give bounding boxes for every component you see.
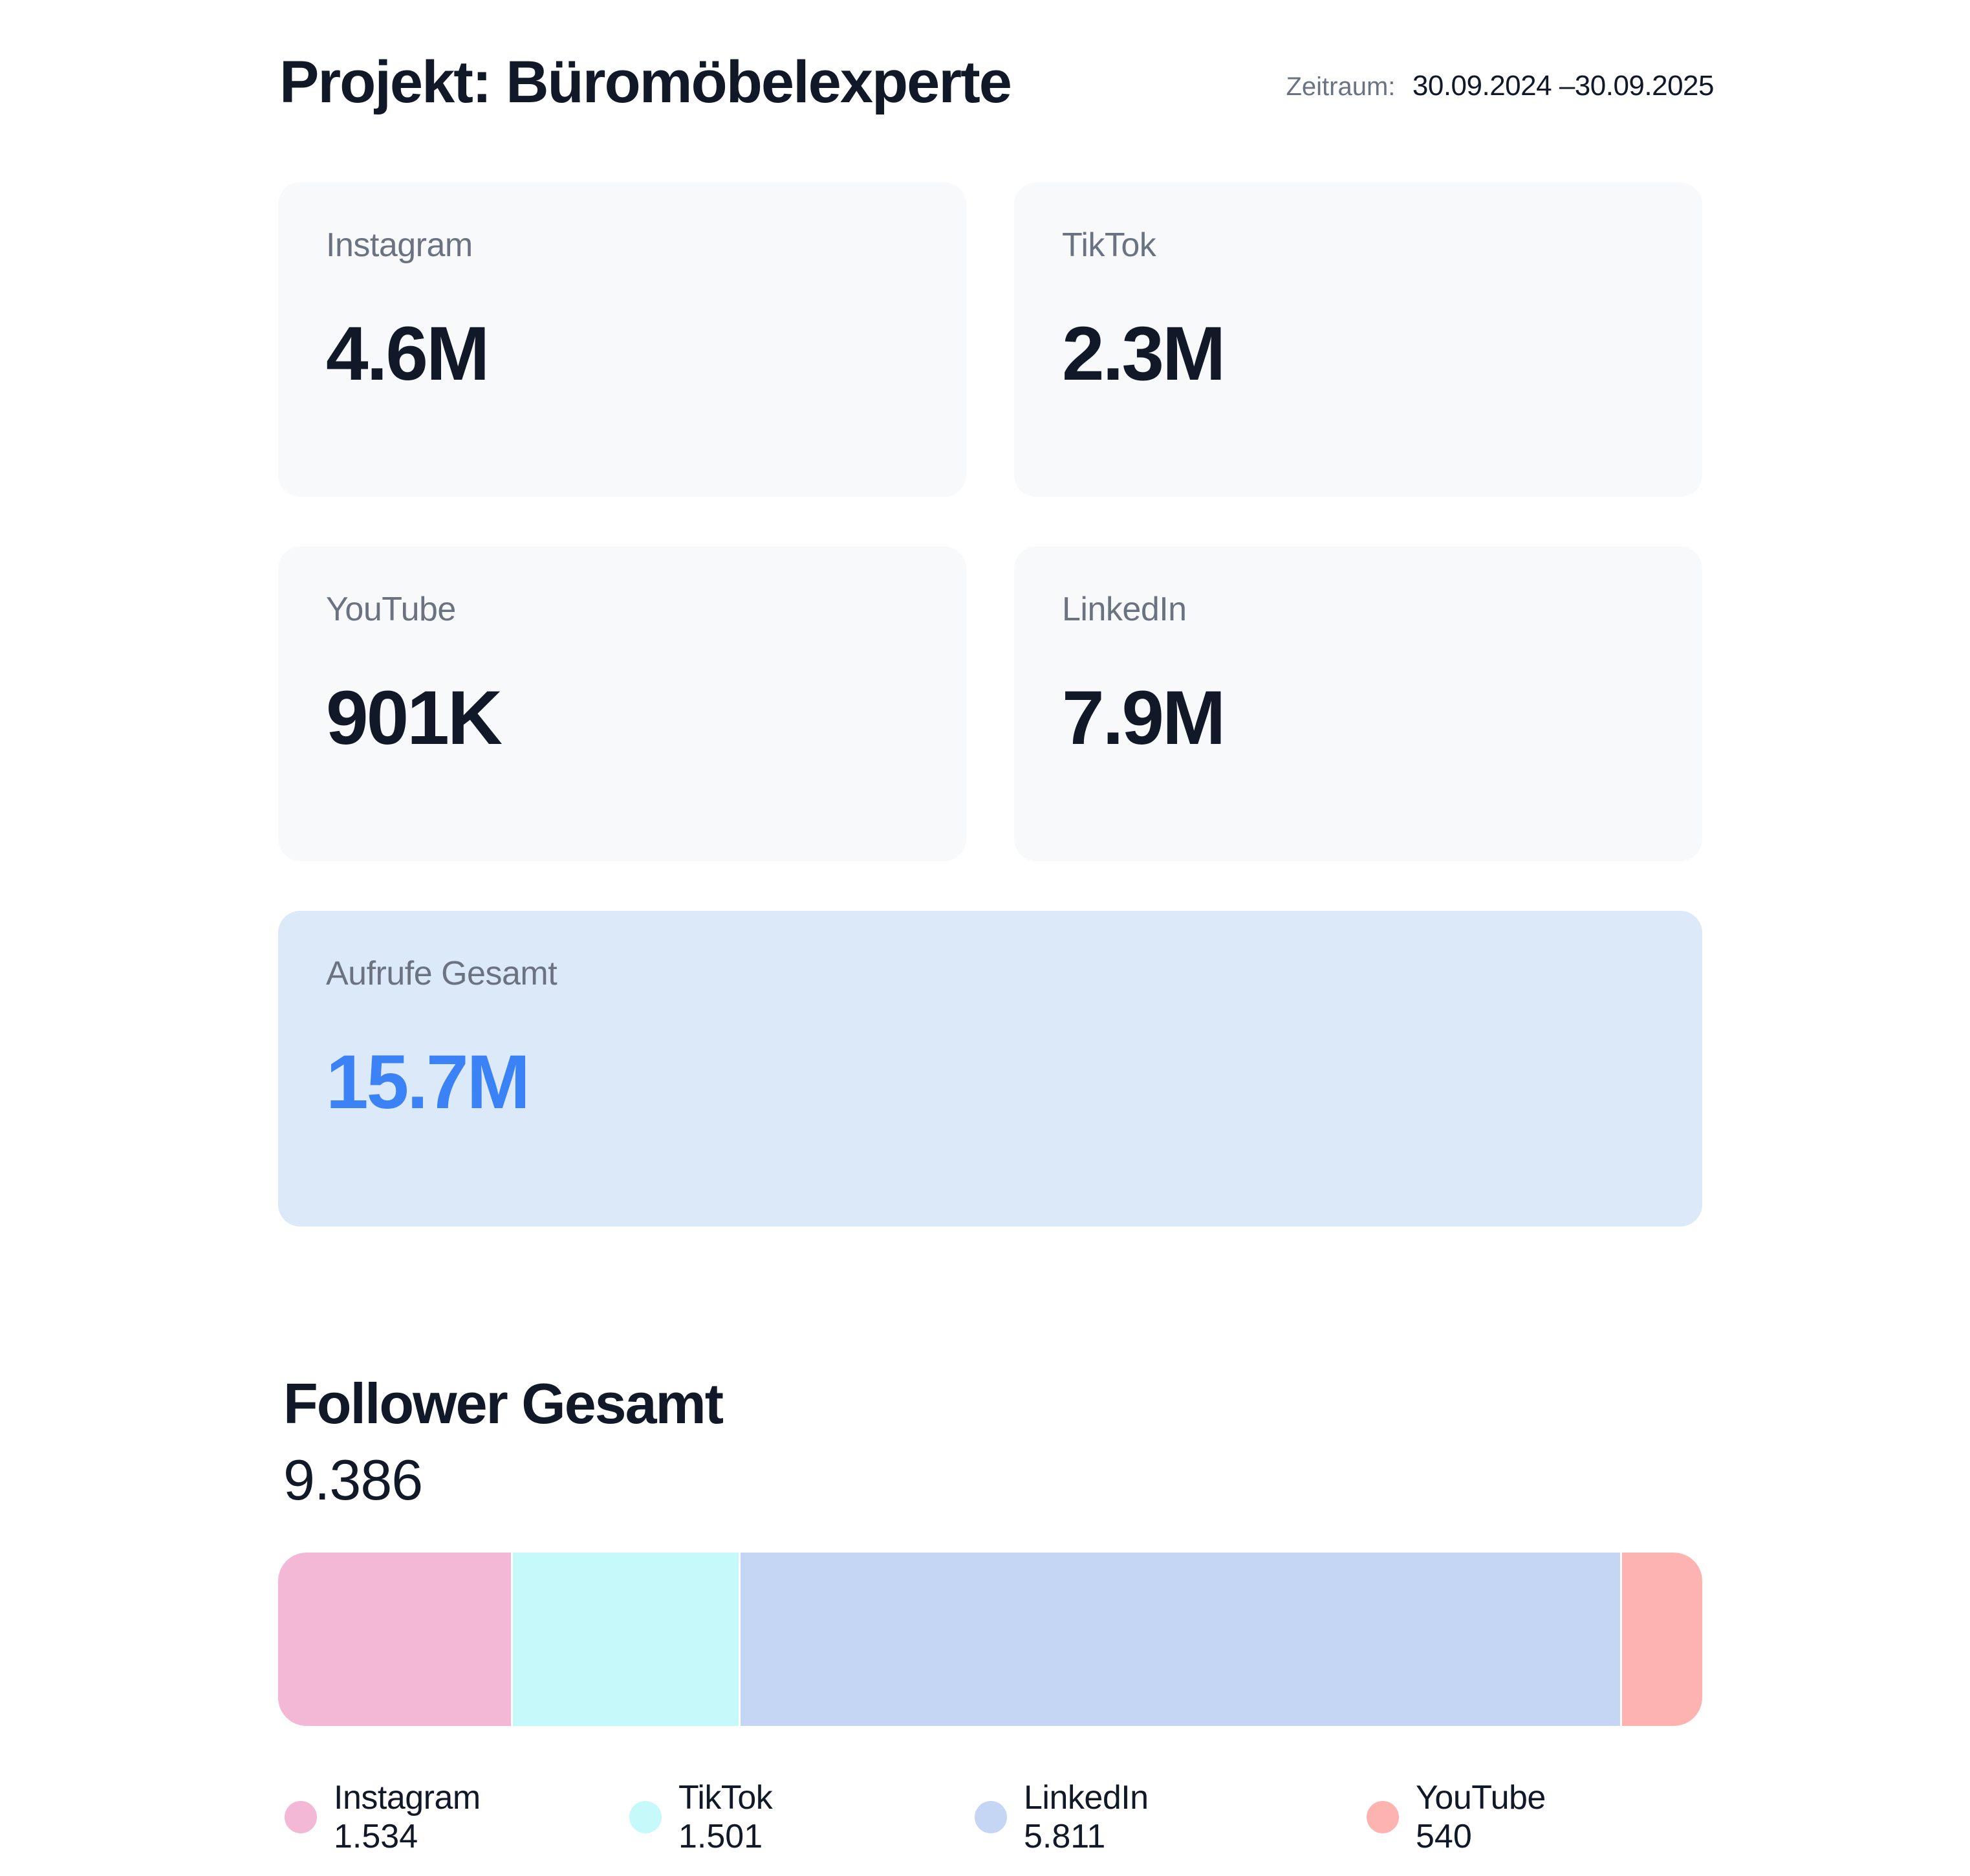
views-card-youtube: YouTube 901K — [278, 547, 966, 861]
legend-label: Instagram — [334, 1779, 481, 1816]
views-card-value: 2.3M — [1062, 311, 1226, 397]
views-card-label: LinkedIn — [1062, 591, 1187, 628]
bar-segment-tiktok — [510, 1553, 739, 1726]
views-card-linkedin: LinkedIn 7.9M — [1014, 547, 1702, 861]
bar-segment-linkedin — [739, 1553, 1621, 1726]
views-card-instagram: Instagram 4.6M — [278, 182, 966, 497]
legend-value: 1.534 — [334, 1818, 418, 1855]
views-card-label: Instagram — [326, 226, 473, 264]
views-card-value: 901K — [326, 675, 503, 761]
views-card-label: YouTube — [326, 591, 456, 628]
views-card-value: 7.9M — [1062, 675, 1226, 761]
legend-value: 5.811 — [1024, 1818, 1106, 1855]
legend-dot — [629, 1801, 662, 1833]
followers-stacked-bar — [278, 1553, 1702, 1726]
legend-label: LinkedIn — [1024, 1779, 1149, 1816]
legend-value: 540 — [1416, 1818, 1472, 1855]
followers-title: Follower Gesamt — [283, 1371, 724, 1435]
period-range: Zeitraum: 30.09.2024 –30.09.2025 — [1286, 63, 1714, 115]
views-card-total: Aufrufe Gesamt 15.7M — [278, 911, 1702, 1227]
legend-label: TikTok — [678, 1779, 773, 1816]
views-card-tiktok: TikTok 2.3M — [1014, 182, 1702, 497]
views-card-label: TikTok — [1062, 226, 1156, 264]
legend-label: YouTube — [1416, 1779, 1546, 1816]
period-value: 30.09.2024 –30.09.2025 — [1412, 70, 1715, 102]
legend-dot — [975, 1801, 1007, 1833]
bar-segment-instagram — [278, 1553, 511, 1726]
views-card-value: 4.6M — [326, 311, 490, 397]
legend-dot — [1367, 1801, 1399, 1833]
views-card-label: Aufrufe Gesamt — [326, 955, 557, 992]
bar-segment-youtube — [1620, 1553, 1702, 1726]
page-title: Projekt: Büromöbelexperte — [279, 49, 1012, 115]
views-total-value: 15.7M — [326, 1040, 530, 1125]
legend-value: 1.501 — [678, 1818, 763, 1855]
period-label: Zeitraum: — [1286, 72, 1396, 101]
followers-total: 9.386 — [283, 1448, 423, 1512]
legend-dot — [285, 1801, 317, 1833]
